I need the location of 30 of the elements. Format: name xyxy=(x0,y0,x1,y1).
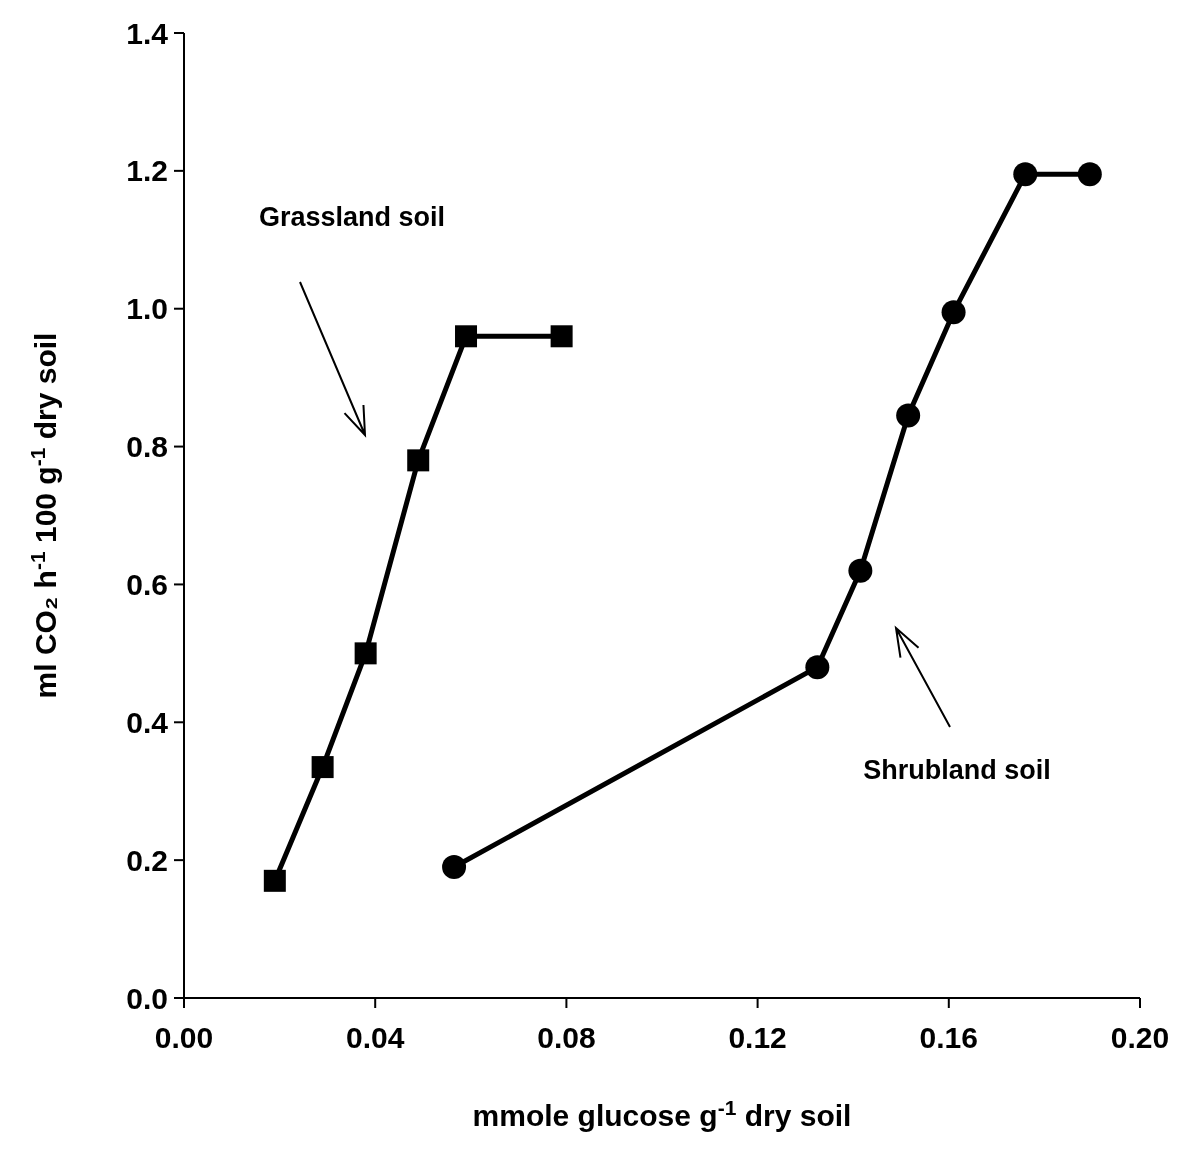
y-tick-label: 0.6 xyxy=(126,567,168,601)
point xyxy=(263,869,286,892)
annotation: Shrubland soil xyxy=(863,755,1051,785)
x-tick-label: 0.00 xyxy=(154,1021,214,1054)
point xyxy=(848,558,873,583)
annotation: Grassland soil xyxy=(258,202,446,232)
x-tick-label: 0.20 xyxy=(1110,1021,1170,1054)
point xyxy=(311,756,334,779)
x-tick-label: 0.04 xyxy=(346,1021,405,1054)
point xyxy=(941,300,966,325)
x-tick-label: 0.08 xyxy=(537,1021,596,1054)
point xyxy=(455,325,478,348)
y-tick-label: 0.0 xyxy=(126,981,168,1015)
x-tick-label: 0.12 xyxy=(728,1021,787,1054)
point xyxy=(1013,162,1038,187)
point xyxy=(407,449,430,472)
point xyxy=(896,403,921,428)
y-tick-label: 0.4 xyxy=(126,705,169,739)
point xyxy=(354,642,377,665)
y-tick-label: 1.0 xyxy=(126,292,168,326)
y-tick-label: 0.8 xyxy=(126,430,168,464)
point xyxy=(1077,162,1102,187)
point xyxy=(805,655,830,680)
y-tick-label: 1.2 xyxy=(126,154,168,188)
point xyxy=(442,855,467,880)
x-axis-title: mmole glucose g$^{-1}$ dry soil xyxy=(472,1095,852,1132)
point xyxy=(550,325,573,348)
y-tick-label: 1.4 xyxy=(126,16,169,50)
x-tick-label: 0.16 xyxy=(919,1021,978,1054)
y-tick-label: 0.2 xyxy=(126,843,168,877)
